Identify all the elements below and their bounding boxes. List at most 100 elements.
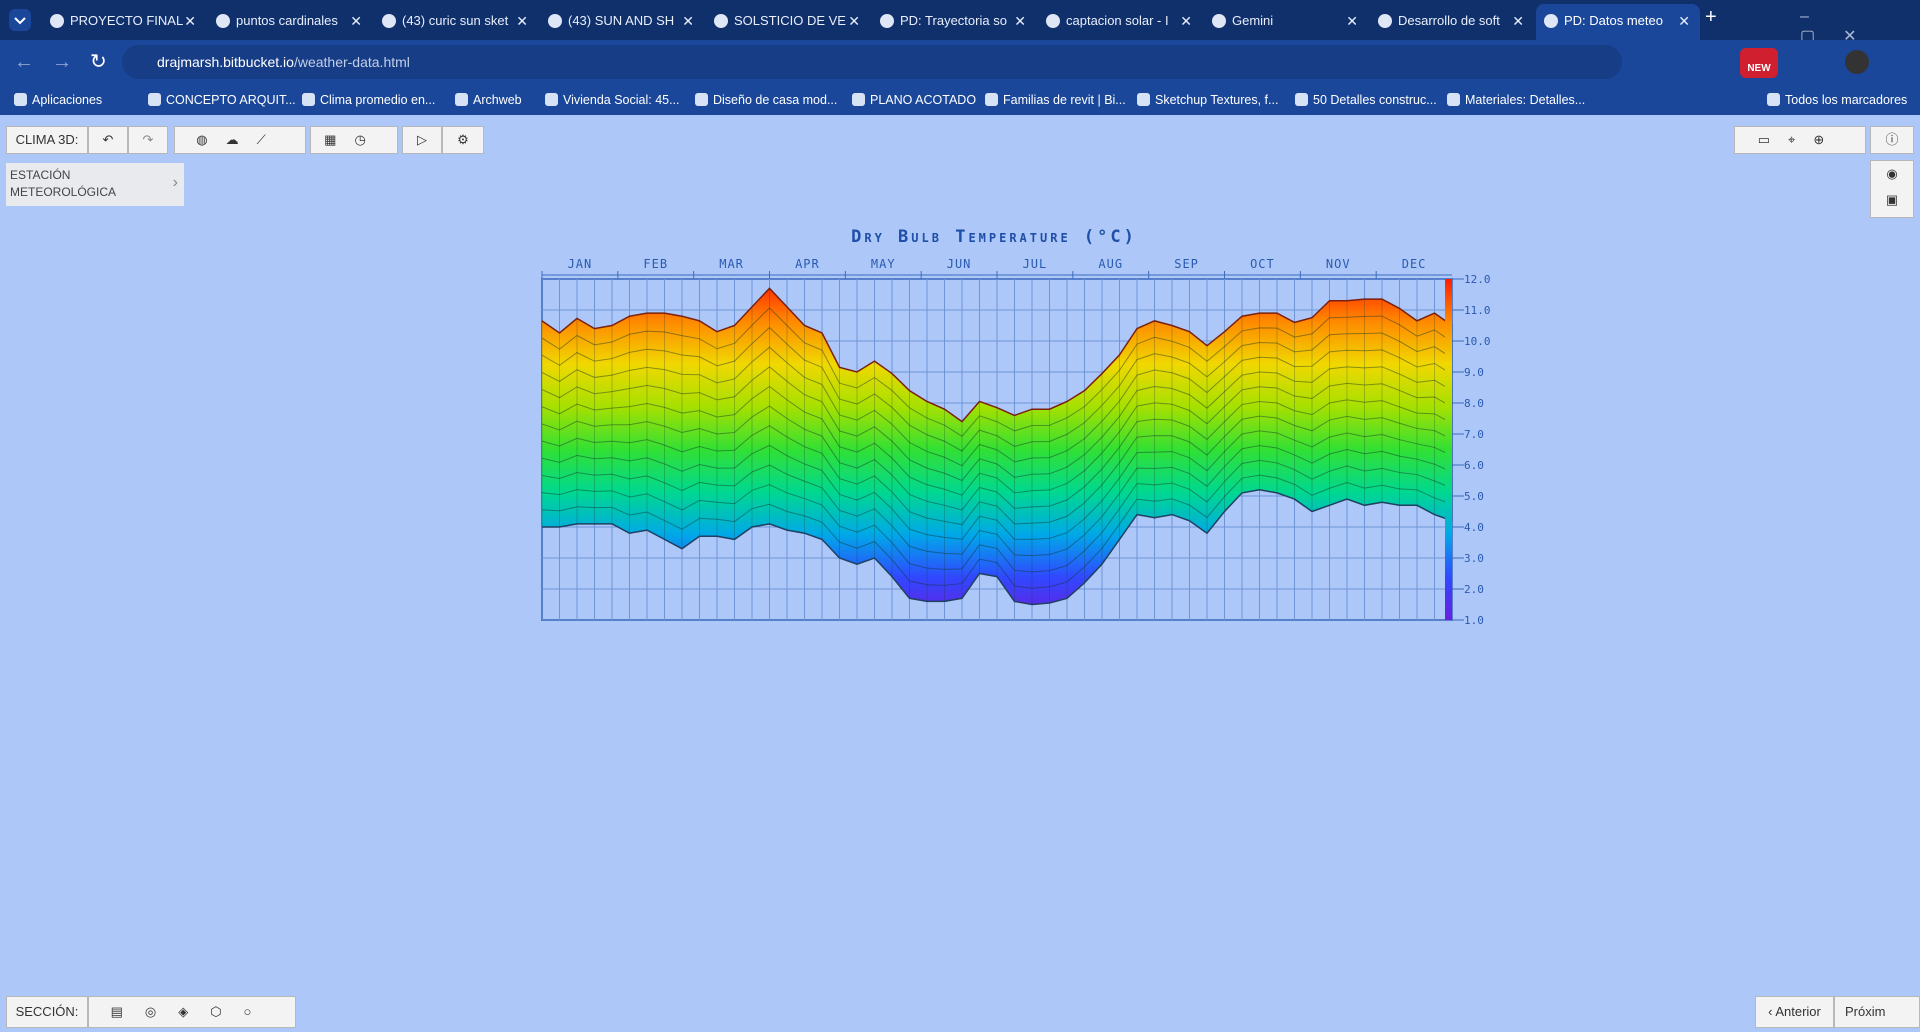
right-tools[interactable]: ▭⌖⊕ [1734,126,1866,154]
x-tick-label: DEC [1402,257,1427,271]
bookmark[interactable]: Vivienda Social: 45... [545,85,680,115]
tab[interactable]: PD: Datos meteo ✕ [1536,4,1700,40]
tab-icon [880,14,894,28]
x-tick-label: FEB [643,257,668,271]
y-tick-label: 5.0 [1464,490,1484,503]
bookmark[interactable]: Aplicaciones [14,85,102,115]
y-tick-label: 10.0 [1464,335,1491,348]
tab-close[interactable]: ✕ [516,13,528,29]
tab[interactable]: (43) curic sun sket ✕ [374,4,538,40]
play[interactable]: ▷ [402,126,442,154]
bookmark[interactable]: 50 Detalles construc... [1295,85,1437,115]
tab-icon [382,14,396,28]
contour-line [541,366,1453,482]
tab-close[interactable]: ✕ [1014,13,1026,29]
tab[interactable]: PD: Trayectoria so ✕ [872,4,1036,40]
view-tools[interactable]: ◍☁⟋ [174,126,306,154]
x-tick-label: SEP [1174,257,1199,271]
tab[interactable]: Gemini ✕ [1204,4,1368,40]
tab-title: captacion solar - I [1066,13,1169,28]
chart-title: Dry Bulb Temperature (°C) [851,227,1137,247]
tab-search[interactable] [8,8,32,32]
tab-close[interactable]: ✕ [1678,13,1690,29]
tab[interactable]: captacion solar - I ✕ [1038,4,1202,40]
bookmark[interactable]: Materiales: Detalles... [1447,85,1585,115]
tab[interactable]: puntos cardinales ✕ [208,4,372,40]
new-badge[interactable]: NEW [1740,48,1778,78]
tab-close[interactable]: ✕ [1180,13,1192,29]
profile[interactable] [1845,50,1869,74]
tab-title: PD: Trayectoria so [900,13,1007,28]
bookmark[interactable]: Familias de revit | Bi... [985,85,1126,115]
tab-close[interactable]: ✕ [682,13,694,29]
tab-close[interactable]: ✕ [1512,13,1524,29]
panel-title: ESTACIÓN [10,168,71,182]
envelope-line [542,489,1453,606]
bookmark[interactable]: Archweb [455,85,522,115]
y-tick-label: 6.0 [1464,459,1484,472]
contour-line [541,346,1453,467]
tab[interactable]: (43) SUN AND SH ✕ [540,4,704,40]
bookmark[interactable]: Diseño de casa mod... [695,85,837,115]
tab[interactable]: Desarrollo de soft ✕ [1370,4,1534,40]
y-tick-label: 11.0 [1464,304,1491,317]
tab-title: Desarrollo de soft [1398,13,1500,28]
tab-icon [1046,14,1060,28]
tab-title: Gemini [1232,13,1274,28]
tab-icon [548,14,562,28]
tab-bar: PROYECTO FINAL ✕ puntos cardinales ✕ (43) cu… [0,0,1920,45]
y-tick-label: 8.0 [1464,397,1484,410]
tab-close[interactable]: ✕ [350,13,362,29]
x-tick-label: NOV [1326,257,1351,271]
y-tick-label: 1.0 [1464,614,1484,627]
contour-line [541,399,1453,511]
x-tick-label: MAR [719,257,744,271]
contour-line [541,459,1453,573]
time-tools[interactable]: ▦◷ [310,126,398,154]
station-panel[interactable]: ESTACIÓN METEOROLÓGICA › [6,163,184,206]
tab-close[interactable]: ✕ [184,13,196,29]
y-tick-label: 4.0 [1464,521,1484,534]
bookmark[interactable]: PLANO ACOTADO [852,85,976,115]
redo[interactable]: ↷ [128,126,168,154]
bookmark[interactable]: CONCEPTO ARQUIT... [148,85,296,115]
y-tick-label: 2.0 [1464,583,1484,596]
x-tick-label: JUN [947,257,972,271]
y-tick-label: 12.0 [1464,273,1491,286]
url-host: drajmarsh.bitbucket.io [157,54,294,70]
panel-title: METEOROLÓGICA [10,185,117,199]
new-tab[interactable]: + [1705,6,1717,28]
all-bookmarks[interactable]: Todos los marcadores [1767,85,1907,115]
view-toggles[interactable]: ◉ ▣ [1870,160,1914,218]
url-path: /weather-data.html [293,54,410,70]
section-tools[interactable]: ▤◎◈⬡○ [88,996,296,1028]
settings[interactable]: ⚙ [442,126,484,154]
section-label: SECCIÓN: [6,996,88,1028]
tab-close[interactable]: ✕ [848,13,860,29]
y-tick-label: 7.0 [1464,428,1484,441]
next-label: Próxim [1845,1004,1886,1019]
tab[interactable]: PROYECTO FINAL ✕ [42,4,206,40]
tab[interactable]: SOLSTICIO DE VE ✕ [706,4,870,40]
x-tick-label: JAN [568,257,593,271]
info[interactable]: ⓘ [1870,126,1914,154]
prev-button[interactable]: ‹ Anterior [1755,996,1834,1028]
contour-line [541,445,1453,557]
x-tick-label: MAY [871,257,896,271]
nav-buttons[interactable]: ←→↻ [14,51,125,73]
x-tick-label: OCT [1250,257,1275,271]
tab-title: PD: Datos meteo [1564,13,1663,28]
color-bar [1445,279,1452,620]
toolbar-label: CLIMA 3D: [6,126,88,154]
undo[interactable]: ↶ [88,126,128,154]
tab-close[interactable]: ✕ [1346,13,1358,29]
tab-icon [1378,14,1392,28]
tab-icon [216,14,230,28]
x-tick-label: APR [795,257,820,271]
contour-line [541,307,1453,437]
bookmark[interactable]: Clima promedio en... [302,85,435,115]
temperature-surface [542,288,1452,605]
next-button[interactable]: Próxim [1834,996,1920,1028]
bookmark[interactable]: Sketchup Textures, f... [1137,85,1278,115]
address-bar[interactable]: drajmarsh.bitbucket.io/weather-data.html [122,45,1622,79]
